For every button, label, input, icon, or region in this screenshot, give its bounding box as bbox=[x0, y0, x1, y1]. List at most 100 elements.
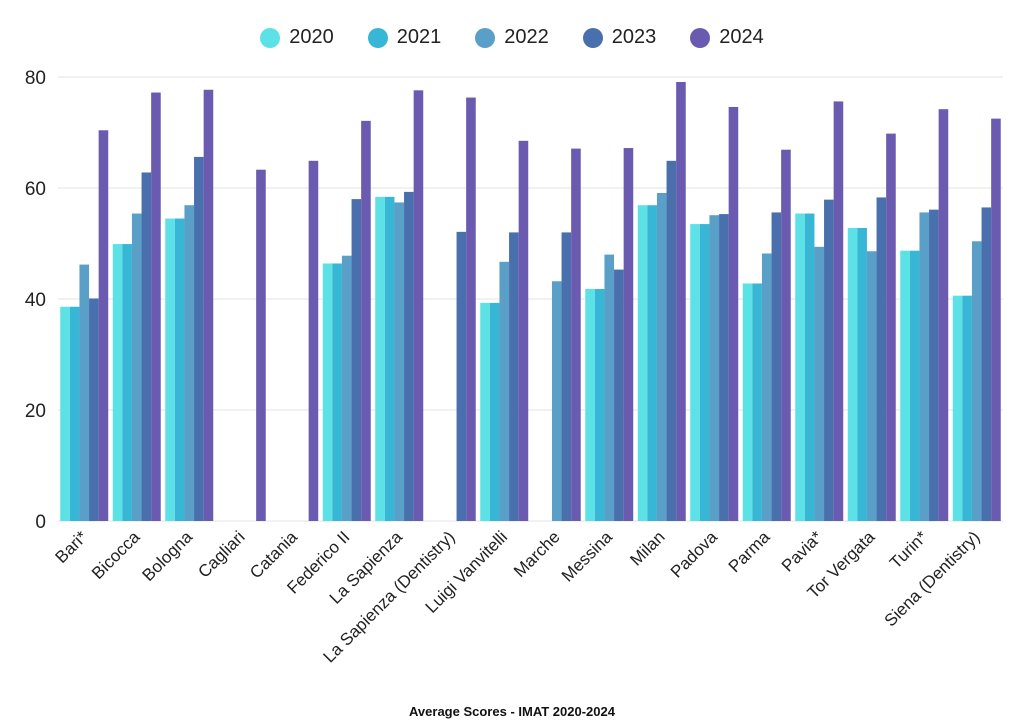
bar bbox=[561, 232, 572, 521]
legend-swatch-2022 bbox=[475, 27, 496, 48]
bar bbox=[585, 289, 595, 521]
bar bbox=[771, 212, 782, 522]
chart-legend: 2020 2021 2022 2023 2024 bbox=[0, 26, 1024, 49]
x-tick-label: Pavia* bbox=[778, 527, 826, 575]
bar bbox=[804, 213, 815, 521]
legend-label-2021: 2021 bbox=[396, 26, 442, 48]
y-axis: 0 20 40 60 80 bbox=[25, 68, 46, 533]
legend-item-2023: 2023 bbox=[582, 26, 657, 49]
bar bbox=[795, 213, 805, 521]
x-tick-label: Marche bbox=[510, 527, 564, 581]
bar bbox=[666, 160, 677, 521]
bar bbox=[112, 244, 123, 521]
legend-label-2022: 2022 bbox=[504, 26, 549, 48]
bar bbox=[69, 306, 80, 521]
y-tick-label: 20 bbox=[25, 401, 46, 422]
bar bbox=[489, 302, 500, 521]
legend-swatch-2020 bbox=[260, 27, 281, 48]
x-tick-label: Bari* bbox=[52, 527, 92, 567]
bar bbox=[361, 120, 371, 521]
bar bbox=[341, 255, 352, 521]
bar bbox=[991, 118, 1001, 521]
bar bbox=[375, 196, 385, 521]
bar bbox=[60, 306, 70, 521]
bar bbox=[351, 199, 362, 521]
bar bbox=[752, 283, 762, 521]
bar bbox=[203, 89, 214, 521]
bar bbox=[332, 263, 342, 521]
bar bbox=[919, 212, 930, 522]
x-tick-label: Parma bbox=[725, 527, 774, 576]
bar bbox=[761, 253, 772, 522]
legend-swatch-2023 bbox=[582, 27, 603, 48]
bar bbox=[256, 169, 266, 521]
legend-item-2021: 2021 bbox=[367, 26, 442, 49]
bar bbox=[551, 281, 562, 521]
bar bbox=[184, 205, 195, 521]
bar bbox=[676, 81, 686, 522]
bar bbox=[594, 289, 605, 521]
y-tick-label: 0 bbox=[35, 512, 46, 533]
bar bbox=[781, 149, 791, 521]
bar bbox=[709, 215, 720, 521]
bar bbox=[394, 202, 405, 521]
legend-item-2022: 2022 bbox=[475, 26, 549, 49]
bar bbox=[909, 250, 920, 521]
bar bbox=[165, 218, 175, 521]
bar bbox=[571, 148, 581, 521]
legend-label-2023: 2023 bbox=[611, 26, 657, 48]
x-axis: Bari*BicoccaBolognaCagliariCataniaFederi… bbox=[52, 527, 984, 666]
bar bbox=[194, 156, 204, 522]
x-tick-label: Bicocca bbox=[88, 527, 144, 583]
x-tick-label: Bologna bbox=[139, 527, 197, 585]
bar bbox=[637, 205, 648, 521]
bar bbox=[174, 218, 185, 521]
chart-title: Average Scores - IMAT 2020-2024 bbox=[409, 704, 615, 719]
bar bbox=[518, 140, 529, 521]
bar bbox=[876, 197, 887, 521]
bar bbox=[509, 232, 519, 521]
legend-label-2020: 2020 bbox=[289, 26, 334, 48]
bar bbox=[857, 227, 867, 521]
bar bbox=[962, 295, 972, 521]
bar bbox=[384, 196, 395, 521]
bar bbox=[656, 192, 667, 521]
bar bbox=[141, 172, 152, 521]
bar bbox=[886, 133, 896, 522]
legend-item-2020: 2020 bbox=[260, 26, 334, 49]
legend-swatch-2021 bbox=[367, 27, 388, 48]
bar bbox=[900, 250, 910, 521]
bar bbox=[952, 295, 963, 521]
bar bbox=[89, 298, 99, 521]
bar bbox=[833, 101, 844, 522]
x-tick-label: Padova bbox=[667, 527, 722, 582]
bar bbox=[404, 191, 414, 521]
bar bbox=[466, 97, 476, 521]
bar bbox=[647, 205, 657, 521]
x-tick-label: Milan bbox=[626, 527, 668, 569]
bar bbox=[866, 251, 877, 521]
chart-grid bbox=[58, 76, 1003, 522]
x-tick-label: Messina bbox=[558, 527, 617, 586]
bar bbox=[604, 254, 615, 521]
bar bbox=[480, 302, 490, 521]
bar bbox=[623, 148, 634, 522]
bar bbox=[131, 213, 142, 521]
bar bbox=[322, 263, 333, 521]
x-tick-label: Cagliari bbox=[194, 527, 248, 581]
x-tick-label: Turin* bbox=[886, 527, 931, 572]
y-tick-label: 60 bbox=[25, 179, 46, 200]
bar bbox=[929, 209, 939, 521]
bar bbox=[719, 214, 729, 521]
bar bbox=[690, 224, 700, 521]
bar bbox=[122, 244, 132, 521]
legend-item-2024: 2024 bbox=[690, 26, 764, 49]
bar bbox=[742, 283, 753, 521]
bar bbox=[614, 269, 624, 521]
bar bbox=[456, 231, 467, 521]
bars bbox=[60, 81, 1001, 522]
bar bbox=[413, 90, 424, 521]
bar bbox=[847, 227, 858, 521]
bar bbox=[308, 160, 319, 521]
